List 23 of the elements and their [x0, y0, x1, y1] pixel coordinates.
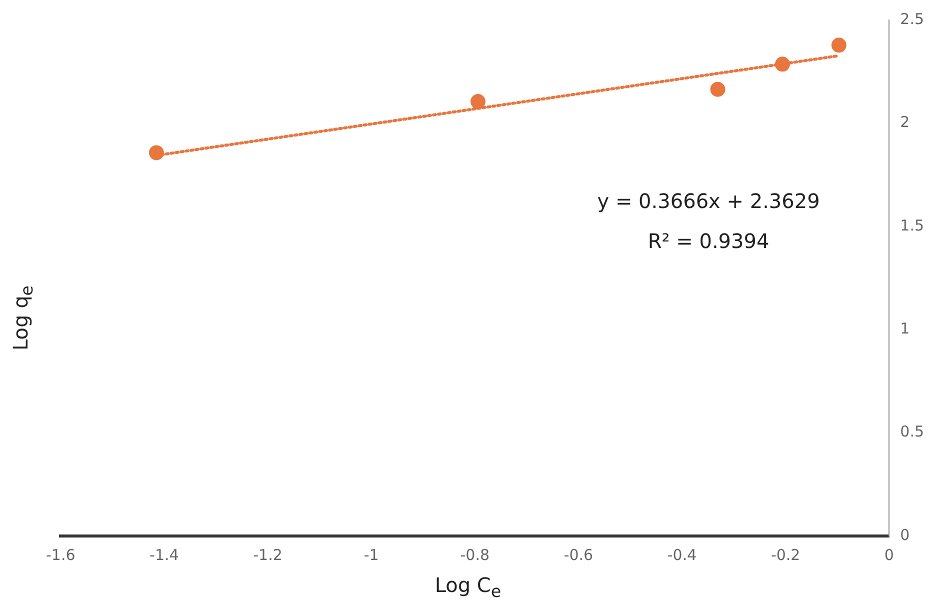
x-tick-label: -1.2: [253, 546, 282, 564]
point: [774, 56, 790, 72]
x-tick-label: -0.4: [667, 546, 697, 564]
annotation: y = 0.3666x + 2.3629: [597, 189, 820, 213]
y-tick-label: 1: [900, 319, 910, 338]
point: [831, 38, 846, 53]
y-tick-label: 1.5: [900, 216, 924, 234]
x-tick-label: -1.6: [46, 546, 76, 564]
y-tick-label: 2: [900, 113, 910, 132]
x-tick-label: -0.2: [770, 546, 800, 564]
point: [710, 82, 726, 97]
y-tick-label: 0: [900, 526, 910, 544]
annotation: R² = 0.9394: [648, 229, 770, 253]
x-tick-label: -1: [364, 546, 379, 564]
x-tick-label: -0.8: [460, 546, 490, 564]
x-axis-title: Log C$_{e}$: [434, 573, 502, 601]
y-tick-label: 2.5: [900, 10, 924, 28]
x-tick-label: 0: [884, 546, 894, 564]
y-tick-label: 0.5: [900, 422, 924, 441]
point: [148, 145, 164, 160]
x-tick-label: -0.6: [564, 546, 594, 564]
x-tick-label: -1.4: [150, 546, 179, 564]
point: [470, 94, 486, 110]
